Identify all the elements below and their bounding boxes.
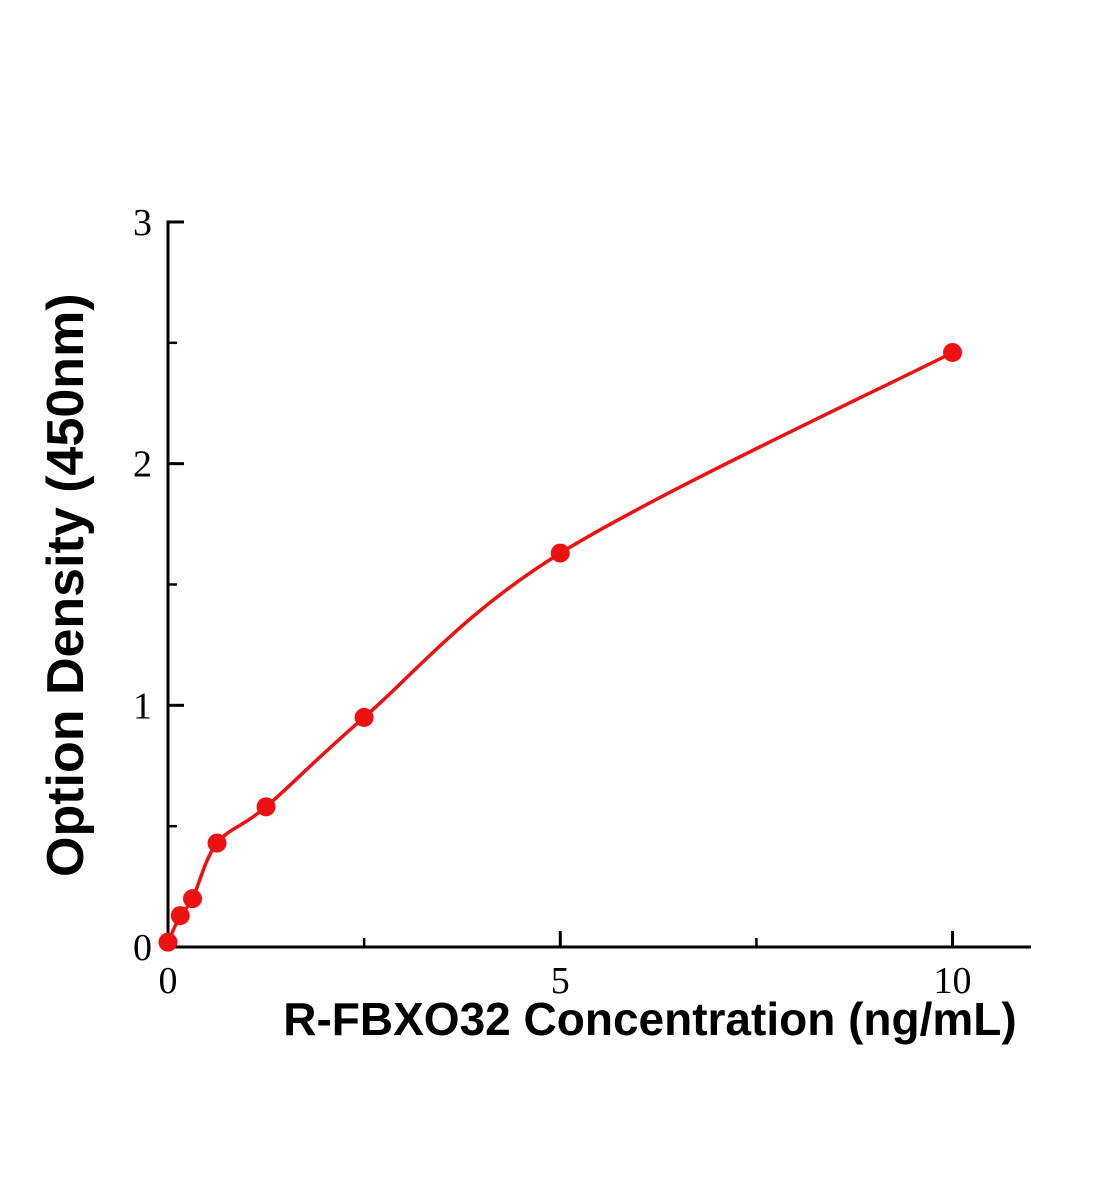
axis-lines (166, 220, 1031, 949)
x-axis-title: R-FBXO32 Concentration (ng/mL) (283, 993, 1017, 1045)
x-tick-label: 5 (551, 960, 570, 1002)
x-tick-label: 0 (159, 960, 178, 1002)
y-tick-label: 3 (133, 202, 152, 244)
data-point-marker (207, 833, 227, 853)
data-point-marker (183, 889, 203, 909)
y-tick-label: 1 (133, 685, 152, 727)
y-axis-title: Option Density (450nm) (37, 293, 95, 877)
data-point-marker (943, 343, 963, 362)
y-tick-label: 2 (133, 444, 152, 486)
data-point-marker (354, 707, 374, 727)
y-tick-label: 0 (133, 927, 152, 969)
data-point-marker (170, 906, 190, 926)
fit-curve (166, 350, 955, 944)
data-point-marker (158, 932, 178, 952)
data-point-marker (256, 797, 276, 817)
data-point-marker (550, 543, 570, 563)
x-tick-label: 10 (934, 960, 972, 1002)
